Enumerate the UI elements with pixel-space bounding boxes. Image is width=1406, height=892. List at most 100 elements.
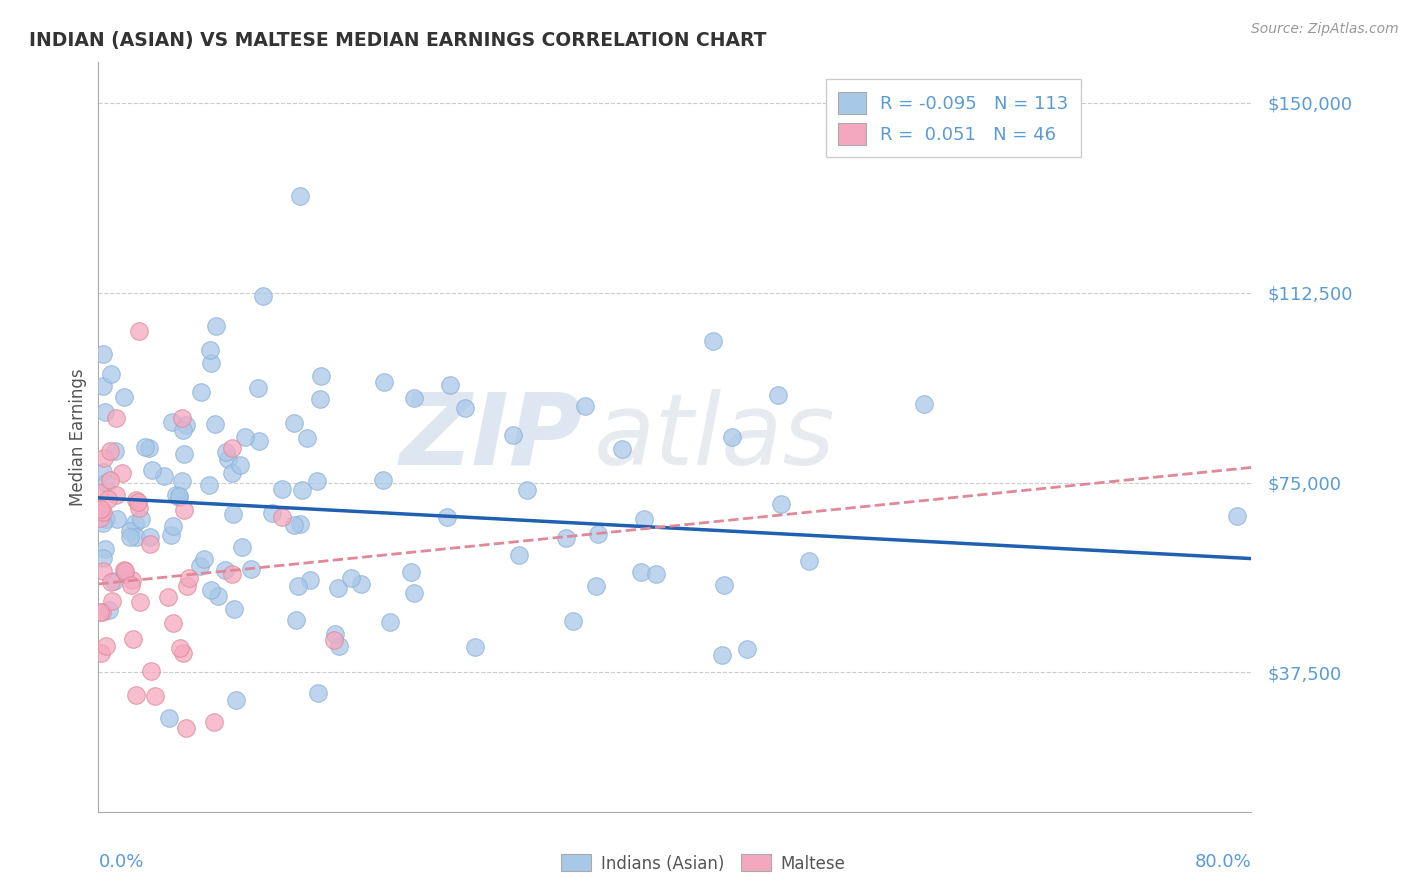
Point [105, 411, 128, 425]
Legend: Indians (Asian), Maltese: Indians (Asian), Maltese [554, 847, 852, 880]
Point [340, 571, 363, 585]
Point [229, 458, 252, 472]
Point [221, 466, 243, 480]
Point [138, 530, 160, 544]
Point [373, 375, 395, 389]
Point [271, 509, 294, 524]
Point [240, 562, 263, 576]
Point [97, 492, 120, 507]
Point [93, 405, 115, 419]
Point [399, 565, 422, 579]
Point [309, 392, 332, 407]
Point [246, 381, 269, 395]
Text: 0.0%: 0.0% [98, 853, 143, 871]
Point [328, 639, 350, 653]
Point [288, 188, 311, 202]
Point [156, 590, 179, 604]
Point [221, 441, 243, 455]
Point [114, 566, 136, 581]
Point [283, 517, 305, 532]
Point [169, 489, 191, 503]
Point [114, 390, 136, 404]
Point [214, 563, 236, 577]
Text: ZIP: ZIP [399, 389, 582, 485]
Point [139, 536, 162, 550]
Point [464, 640, 486, 654]
Point [222, 601, 245, 615]
Point [128, 324, 150, 338]
Point [222, 507, 245, 521]
Text: Source: ZipAtlas.com: Source: ZipAtlas.com [1251, 22, 1399, 37]
Point [91, 551, 114, 566]
Point [167, 490, 190, 504]
Point [112, 563, 135, 577]
Point [307, 685, 329, 699]
Point [555, 532, 578, 546]
Point [200, 356, 222, 370]
Point [768, 388, 790, 402]
Point [157, 710, 180, 724]
Point [125, 530, 148, 544]
Point [205, 319, 228, 334]
Point [711, 648, 734, 663]
Point [129, 595, 152, 609]
Point [101, 593, 124, 607]
Point [1226, 509, 1249, 524]
Point [378, 615, 401, 630]
Point [120, 524, 142, 539]
Point [612, 442, 634, 456]
Point [561, 614, 583, 628]
Point [107, 512, 129, 526]
Point [96, 639, 118, 653]
Point [702, 334, 724, 348]
Point [98, 603, 121, 617]
Point [104, 444, 127, 458]
Point [134, 440, 156, 454]
Point [141, 463, 163, 477]
Point [287, 579, 309, 593]
Point [179, 571, 201, 585]
Text: atlas: atlas [595, 389, 835, 485]
Point [305, 474, 328, 488]
Point [159, 528, 181, 542]
Point [402, 391, 425, 405]
Point [633, 512, 655, 526]
Point [91, 605, 114, 619]
Point [912, 397, 935, 411]
Point [193, 552, 215, 566]
Point [170, 411, 193, 425]
Point [645, 567, 668, 582]
Point [125, 493, 148, 508]
Point [297, 431, 319, 445]
Point [309, 369, 332, 384]
Point [170, 475, 193, 489]
Point [93, 505, 115, 519]
Point [198, 477, 221, 491]
Point [100, 574, 122, 589]
Point [283, 416, 305, 430]
Point [285, 613, 308, 627]
Point [120, 578, 142, 592]
Point [221, 567, 243, 582]
Point [630, 565, 652, 579]
Point [225, 693, 247, 707]
Point [231, 540, 253, 554]
Point [326, 581, 349, 595]
Point [508, 549, 530, 563]
Point [453, 401, 475, 415]
Point [502, 428, 524, 442]
Point [252, 289, 274, 303]
Point [574, 400, 596, 414]
Point [111, 466, 134, 480]
Point [118, 530, 141, 544]
Point [91, 516, 114, 530]
Point [586, 527, 609, 541]
Point [176, 417, 198, 432]
Point [139, 664, 162, 678]
Point [121, 573, 143, 587]
Point [90, 502, 112, 516]
Point [93, 564, 115, 578]
Point [247, 434, 270, 448]
Point [173, 503, 195, 517]
Point [165, 488, 187, 502]
